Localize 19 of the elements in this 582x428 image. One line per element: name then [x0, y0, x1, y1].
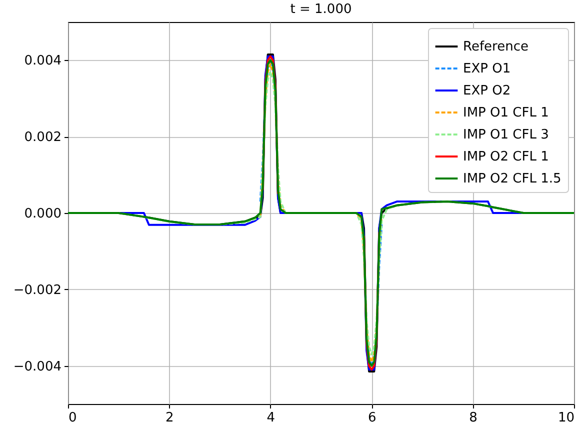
legend-label: IMP O2 CFL 1.5	[463, 172, 562, 186]
legend-label: IMP O1 CFL 3	[463, 128, 549, 142]
x-tick-label: 2	[166, 410, 174, 426]
legend-label: Reference	[463, 40, 528, 54]
y-tick-label: −0.002	[13, 282, 62, 298]
legend-label: IMP O2 CFL 1	[463, 150, 549, 164]
x-tick-label: 8	[469, 410, 478, 426]
y-tick-label: −0.004	[13, 359, 62, 374]
legend-label: EXP O2	[463, 84, 511, 98]
chart-title: t = 1.000	[290, 2, 352, 17]
y-tick-label: 0.002	[24, 130, 62, 146]
legend-label: EXP O1	[463, 62, 511, 76]
x-tick-label: 0	[68, 410, 77, 426]
y-tick-label: 0.004	[24, 54, 62, 69]
legend-label: IMP O1 CFL 1	[463, 106, 549, 120]
x-tick-label: 6	[368, 410, 376, 426]
y-tick-label: 0.000	[24, 206, 62, 222]
x-tick-label: 10	[558, 410, 574, 426]
x-tick-label: 4	[266, 410, 276, 426]
